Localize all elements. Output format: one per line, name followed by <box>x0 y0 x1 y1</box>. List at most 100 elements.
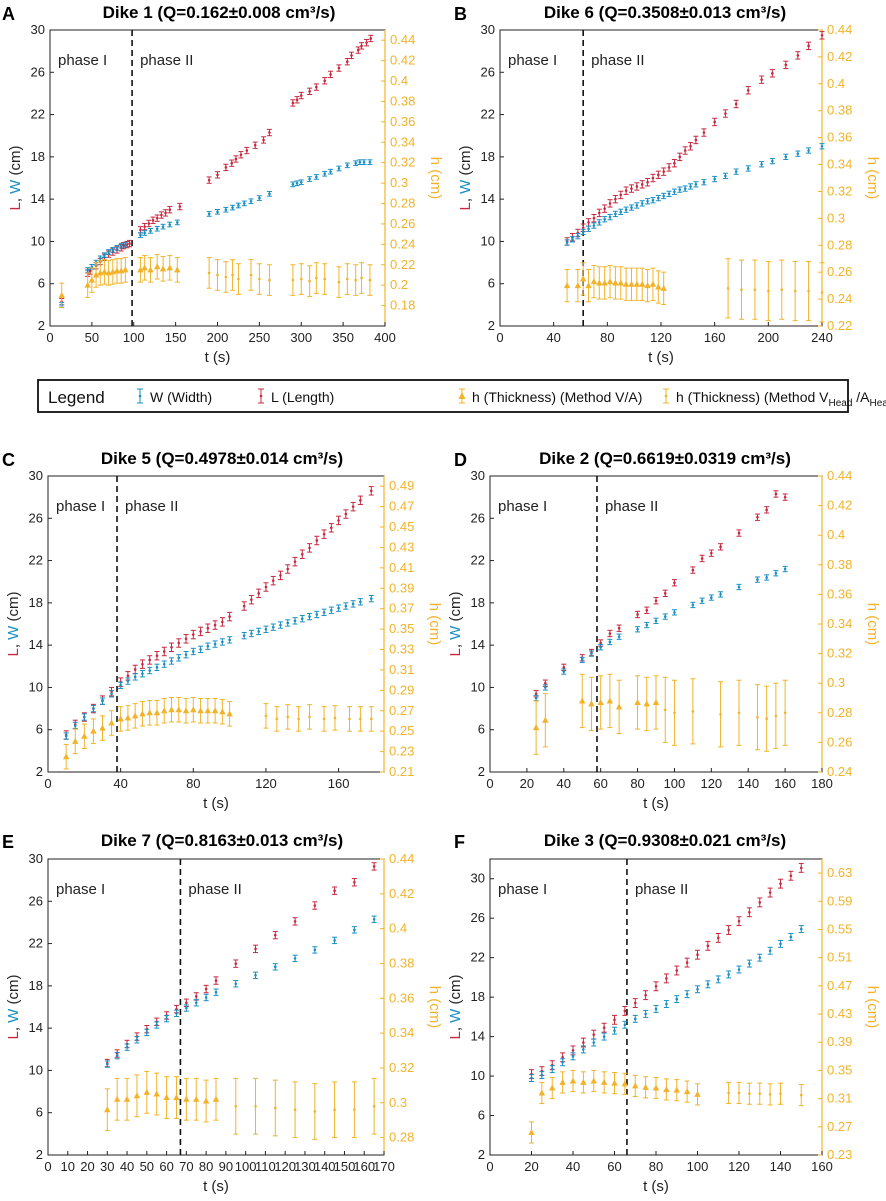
data-point-L <box>155 654 159 658</box>
data-point-hVA <box>159 265 167 272</box>
panel-letter: B <box>454 4 467 24</box>
data-point-W <box>234 982 238 986</box>
y2-tick-label: 0.18 <box>390 298 415 313</box>
data-point-L <box>724 112 727 115</box>
legend: Legend W (Width) L (Length) h (Thickness) (… <box>37 379 886 413</box>
data-point-W <box>746 167 750 170</box>
data-point-L <box>293 920 297 923</box>
data-point-hHead <box>237 277 240 281</box>
data-point-hVA <box>694 1090 701 1097</box>
y-tick-label: 30 <box>481 22 495 37</box>
data-point-W <box>619 210 623 214</box>
data-point-L <box>597 211 601 215</box>
y-tick-label: 10 <box>29 1062 43 1077</box>
data-point-hHead <box>258 277 261 281</box>
y2-tick-label: 0.23 <box>827 1147 852 1162</box>
y-label-L: L <box>7 202 24 210</box>
series-L <box>59 34 374 306</box>
y2-tick-label: 0.28 <box>827 705 852 720</box>
x-tick-label: 30 <box>100 1159 114 1174</box>
data-point-hVA <box>639 280 646 287</box>
data-point-hVA <box>122 266 129 273</box>
data-point-hHead <box>207 271 211 275</box>
data-point-W <box>115 1054 119 1057</box>
data-point-L <box>268 131 271 134</box>
data-point-W <box>176 221 179 224</box>
data-point-L <box>820 33 824 37</box>
data-point-hVA <box>146 709 153 716</box>
y-tick-label: 6 <box>478 722 485 737</box>
data-point-W <box>369 597 373 600</box>
y-tick-label: 6 <box>36 722 43 737</box>
x-tick-label: 80 <box>649 1159 663 1174</box>
y-axis-label: L, W (cm) <box>447 974 464 1039</box>
data-point-W <box>540 1073 544 1077</box>
panel-letter: C <box>2 450 15 470</box>
y2-tick-label: 0.34 <box>390 134 415 149</box>
y-tick-label: 30 <box>29 468 43 483</box>
data-point-W <box>640 202 644 205</box>
x-tick-label: 100 <box>123 330 145 345</box>
y-label-sep: , <box>5 1023 22 1031</box>
data-point-hHead <box>348 717 351 721</box>
data-point-W <box>737 585 741 589</box>
data-point-W <box>565 241 569 244</box>
x-tick-label: 170 <box>373 1159 395 1174</box>
data-point-L <box>206 626 210 630</box>
data-point-hHead <box>322 717 326 721</box>
data-point-W <box>582 1048 585 1051</box>
data-point-L <box>746 88 750 92</box>
data-point-hVA <box>569 1077 577 1084</box>
data-point-W <box>83 715 86 719</box>
data-point-L <box>360 44 363 48</box>
series-hVA <box>62 696 233 770</box>
data-point-hVA <box>211 707 219 714</box>
data-point-L <box>675 969 679 972</box>
data-point-hHead <box>264 714 268 718</box>
y2-tick-label: 0.42 <box>827 49 852 64</box>
data-point-W <box>599 645 602 649</box>
data-point-W <box>344 604 348 608</box>
data-point-W <box>242 634 246 637</box>
data-point-W <box>271 625 275 629</box>
data-point-L <box>702 131 706 134</box>
y2-tick-label: 0.59 <box>827 893 852 908</box>
y-label-unit: (cm) <box>7 145 24 179</box>
y2-tick-label: 0.34 <box>827 157 852 172</box>
data-point-hHead <box>663 708 667 712</box>
x-tick-label: 90 <box>219 1159 233 1174</box>
data-point-W <box>155 666 159 669</box>
data-point-L <box>148 658 152 662</box>
data-point-hVA <box>588 700 595 707</box>
data-point-hVA <box>634 698 641 705</box>
x-tick-label: 120 <box>255 776 277 791</box>
series-L <box>104 862 377 1068</box>
data-point-W <box>279 623 282 627</box>
data-point-L <box>221 620 224 624</box>
y2-tick-label: 0.36 <box>827 130 852 145</box>
data-point-hHead <box>275 717 279 721</box>
data-point-hHead <box>783 711 787 715</box>
data-point-L <box>756 515 759 519</box>
data-point-L <box>143 225 146 228</box>
data-point-hVA <box>161 707 168 714</box>
data-point-L <box>614 197 617 201</box>
y2-axis-label: h (cm) <box>864 986 881 1029</box>
legend-label-text: /A <box>852 389 870 405</box>
data-point-W <box>148 669 152 672</box>
data-point-hVA <box>173 1094 180 1101</box>
data-point-hVA <box>212 1095 220 1102</box>
data-point-W <box>155 1023 159 1027</box>
x-tick-label: 160 <box>353 1159 375 1174</box>
y2-tick-label: 0.24 <box>390 236 415 251</box>
y-tick-label: 26 <box>29 893 43 908</box>
data-point-hVA <box>153 1090 160 1097</box>
data-point-W <box>184 653 188 656</box>
data-point-hHead <box>231 273 234 277</box>
data-point-W <box>820 144 824 148</box>
chart-title: Dike 7 (Q=0.8163±0.013 cm³/s) <box>101 831 343 850</box>
y2-axis-label: h (cm) <box>864 603 881 646</box>
y-label-sep: , <box>457 194 474 202</box>
data-point-hHead <box>793 289 797 293</box>
data-point-hVA <box>163 1094 170 1101</box>
